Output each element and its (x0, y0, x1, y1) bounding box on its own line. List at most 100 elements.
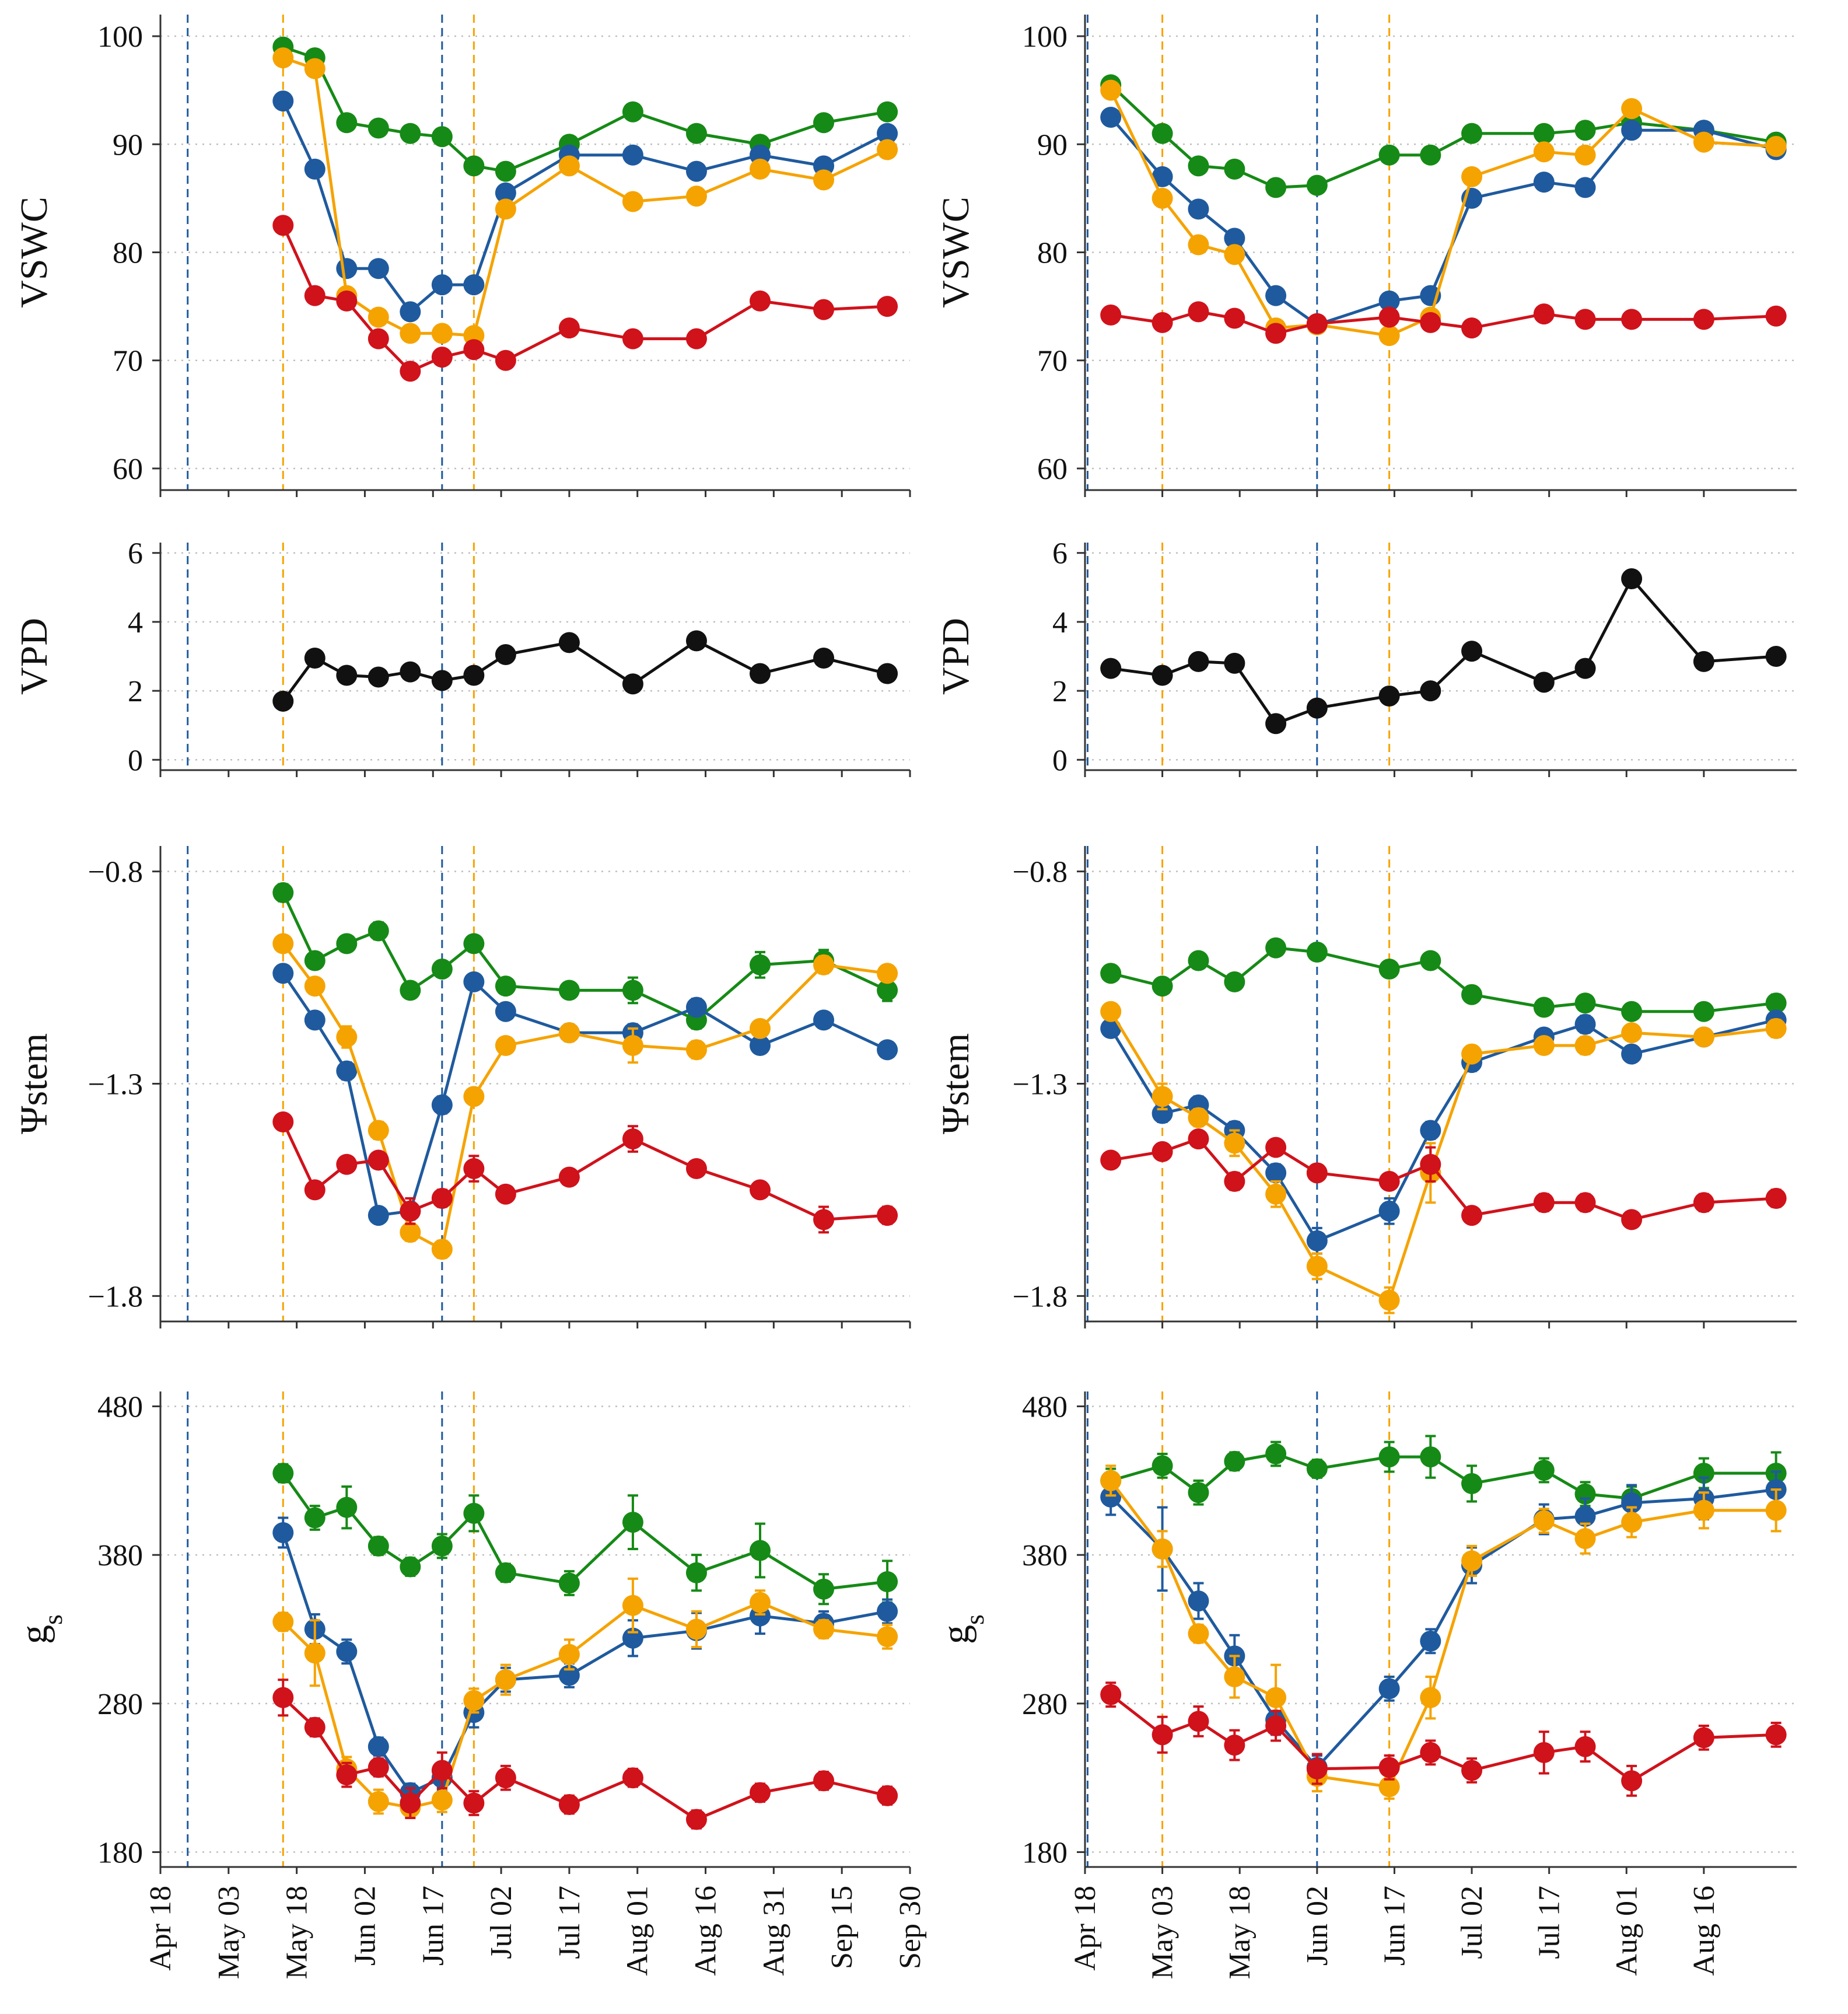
ytick-label-R-Psi-0: −1.8 (1013, 1280, 1068, 1313)
point-orange-R-Psi-1 (1152, 1086, 1173, 1107)
point-green-L-gs-1 (304, 1507, 326, 1529)
point-red-L-Psi-13 (877, 1205, 898, 1226)
xtick-label-L-gs-6: Jul 17 (553, 1886, 586, 1959)
point-green-R-VSWC-2 (1188, 155, 1209, 177)
point-blue-L-VSWC-0 (272, 90, 294, 112)
point-red-R-Psi-5 (1306, 1162, 1328, 1184)
point-red-R-VSWC-7 (1420, 312, 1441, 333)
series-line-blue-L-gs (281, 1532, 888, 1795)
point-orange-L-Psi-1 (304, 975, 326, 997)
point-green-L-gs-6 (463, 1502, 485, 1524)
ylabel-R-Psi: Ψstem (935, 1033, 977, 1134)
series-line-red-L-VSWC (281, 225, 888, 373)
series-orange-R-gs (1100, 1464, 1787, 1800)
point-blue-L-Psi-5 (431, 1094, 453, 1116)
point-red-R-VSWC-13 (1765, 305, 1787, 327)
point-orange-L-VSWC-5 (431, 323, 453, 344)
point-red-R-VSWC-11 (1621, 309, 1643, 330)
point-green-R-Psi-3 (1224, 971, 1245, 992)
series-orange-L-Psi (272, 933, 898, 1260)
point-orange-L-Psi-8 (558, 1022, 580, 1044)
point-VPD-L-VPD-13 (877, 663, 898, 684)
point-blue-L-Psi-11 (750, 1035, 771, 1057)
point-green-L-VSWC-7 (495, 160, 516, 182)
point-green-L-Psi-2 (336, 933, 358, 954)
point-orange-L-Psi-10 (685, 1039, 707, 1061)
point-VPD-R-VPD-7 (1420, 680, 1441, 702)
point-red-L-gs-11 (750, 1782, 771, 1803)
point-blue-L-VSWC-10 (685, 160, 707, 182)
point-blue-L-Psi-10 (685, 996, 707, 1018)
point-VPD-R-VPD-2 (1188, 651, 1209, 672)
point-blue-L-VSWC-13 (877, 123, 898, 144)
point-red-R-Psi-3 (1224, 1170, 1245, 1192)
series-line-VPD-R-VPD (1110, 577, 1776, 725)
point-blue-L-Psi-7 (495, 1001, 516, 1022)
point-orange-R-gs-9 (1533, 1510, 1555, 1532)
point-green-L-VSWC-4 (400, 123, 421, 144)
point-orange-L-VSWC-8 (558, 155, 580, 177)
point-orange-L-Psi-5 (431, 1239, 453, 1260)
series-red-R-gs (1100, 1681, 1787, 1797)
point-green-L-Psi-3 (368, 920, 389, 942)
point-orange-L-VSWC-4 (400, 323, 421, 344)
ylabel-sub-L-gs: s (38, 1614, 68, 1625)
point-green-R-Psi-9 (1533, 996, 1555, 1018)
series-blue-L-VSWC (272, 90, 898, 323)
xtick-label-R-gs-5: Jul 02 (1455, 1886, 1489, 1959)
point-red-R-VSWC-10 (1574, 309, 1596, 330)
point-orange-R-Psi-11 (1621, 1022, 1643, 1044)
point-VPD-R-VPD-3 (1224, 652, 1245, 674)
xtick-label-L-gs-9: Aug 31 (757, 1886, 790, 1976)
point-orange-L-VSWC-3 (368, 306, 389, 328)
point-green-R-Psi-5 (1306, 941, 1328, 963)
point-green-L-VSWC-10 (685, 123, 707, 144)
point-VPD-L-VPD-12 (813, 647, 835, 669)
point-blue-R-VSWC-2 (1188, 198, 1209, 220)
point-VPD-R-VPD-13 (1765, 646, 1787, 667)
point-orange-L-VSWC-9 (622, 191, 643, 212)
point-green-L-Psi-1 (304, 950, 326, 971)
point-orange-R-Psi-6 (1378, 1289, 1400, 1311)
point-orange-R-gs-3 (1224, 1666, 1245, 1687)
point-blue-R-VSWC-11 (1621, 120, 1643, 141)
xtick-label-R-gs-4: Jun 17 (1378, 1886, 1411, 1966)
point-VPD-R-VPD-8 (1461, 641, 1483, 662)
point-red-R-Psi-4 (1265, 1137, 1287, 1158)
series-green-L-Psi (272, 882, 898, 1031)
point-green-R-gs-5 (1306, 1458, 1328, 1480)
point-red-R-Psi-8 (1461, 1205, 1483, 1226)
point-red-L-gs-7 (495, 1767, 516, 1789)
point-green-L-gs-5 (431, 1535, 453, 1557)
panel-R-VPD: 0 2 4 6 VPD (935, 537, 1797, 777)
point-red-L-gs-9 (622, 1767, 643, 1789)
series-red-L-Psi (272, 1111, 898, 1234)
point-red-L-Psi-3 (368, 1149, 389, 1171)
point-orange-L-gs-12 (813, 1618, 835, 1640)
point-blue-R-Psi-7 (1420, 1120, 1441, 1141)
point-blue-R-gs-0 (1100, 1486, 1122, 1508)
point-red-L-gs-1 (304, 1716, 326, 1738)
point-green-L-gs-0 (272, 1463, 294, 1484)
point-red-L-gs-5 (431, 1760, 453, 1781)
series-orange-R-Psi (1100, 1001, 1787, 1314)
point-orange-L-Psi-9 (622, 1035, 643, 1057)
point-red-R-VSWC-0 (1100, 304, 1122, 326)
point-red-R-gs-0 (1100, 1684, 1122, 1705)
point-orange-R-VSWC-13 (1765, 135, 1787, 157)
xtick-label-R-gs-3: Jun 02 (1301, 1886, 1334, 1966)
point-green-R-Psi-12 (1693, 1001, 1714, 1022)
point-red-L-gs-2 (336, 1764, 358, 1786)
point-red-L-Psi-1 (304, 1179, 326, 1201)
point-green-R-Psi-0 (1100, 963, 1122, 984)
point-green-L-Psi-7 (495, 975, 516, 997)
xtick-label-L-gs-4: Jun 17 (416, 1886, 450, 1966)
point-red-R-gs-1 (1152, 1724, 1173, 1746)
ylabel-L-gs: gs (13, 1614, 68, 1644)
series-line-green-L-gs (282, 1472, 888, 1591)
series-line-red-R-VSWC (1110, 310, 1776, 335)
ytick-label-L-VPD-3: 6 (128, 537, 143, 571)
ytick-label-R-Psi-1: −1.3 (1013, 1068, 1068, 1102)
point-red-R-gs-8 (1461, 1760, 1483, 1781)
point-red-L-VSWC-13 (877, 296, 898, 317)
